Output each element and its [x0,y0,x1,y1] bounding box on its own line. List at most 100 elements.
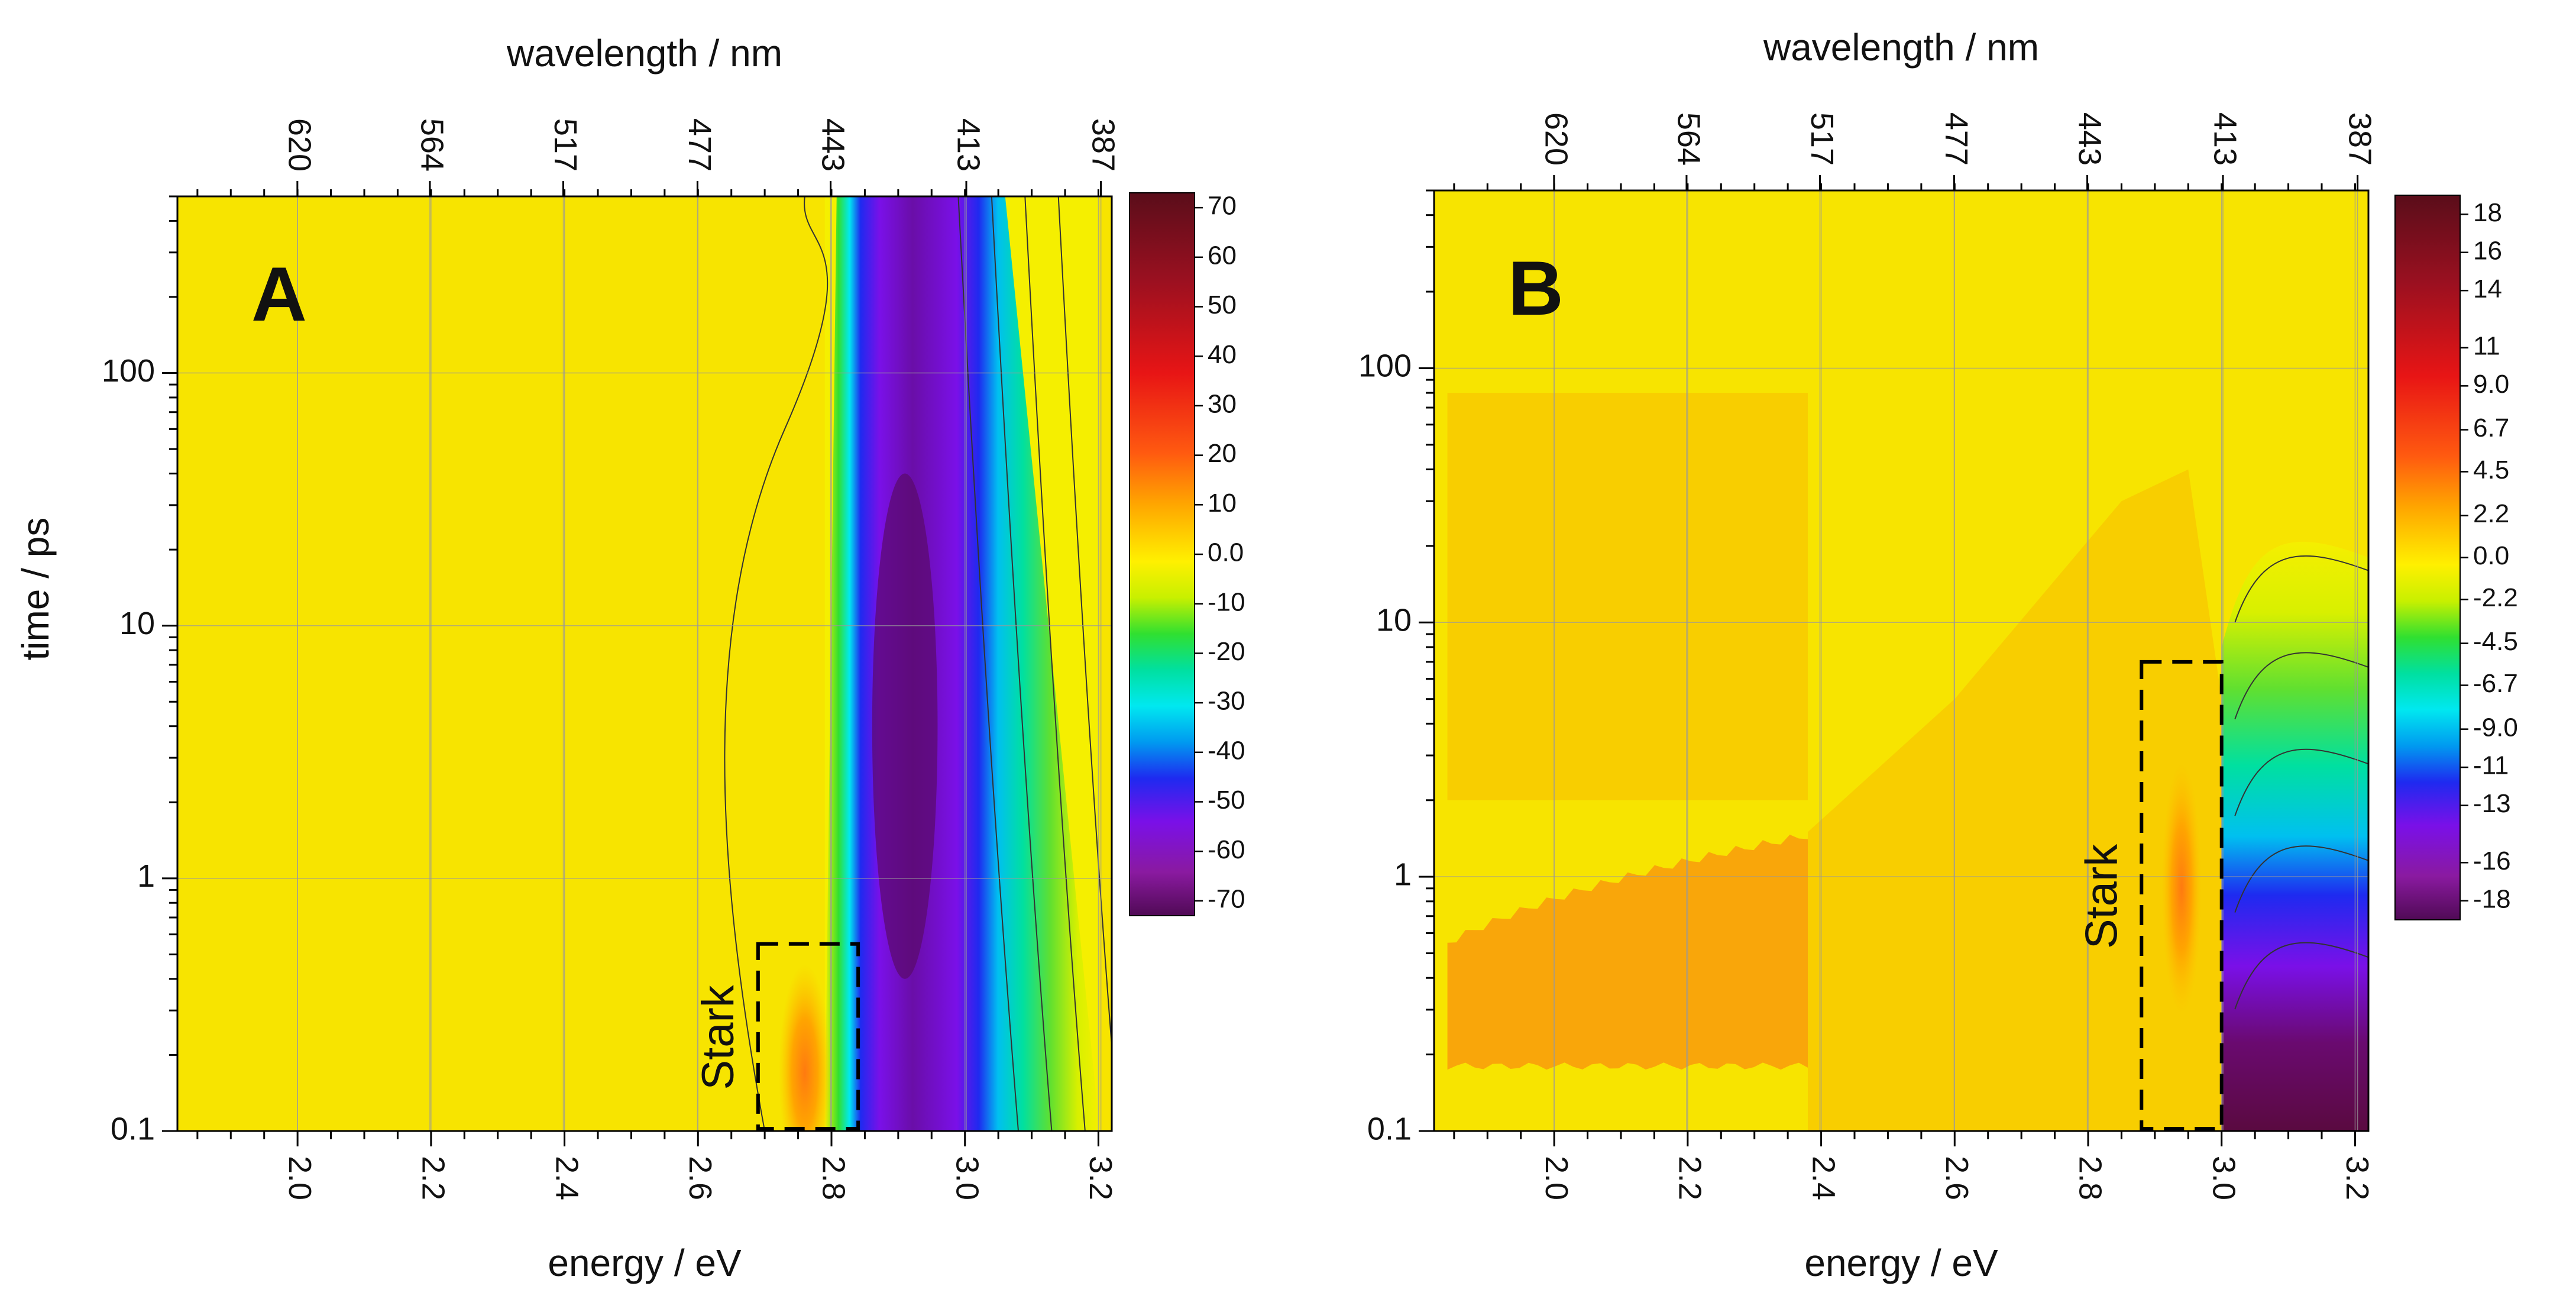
colorbar-label: -70 [1208,885,1245,914]
colorbar-label: 40 [1208,340,1237,369]
top-tick-label: 387 [1085,118,1121,172]
contour-line [1057,196,1112,1055]
colorbar-gradient [1129,192,1195,916]
x-tick-label: 2.8 [2073,1156,2108,1200]
panel-A: 2.0 2.2 2.4 2.6 2.8 3.0 3.2 energy / eV 620 564 51… [14,32,1245,1284]
colorbar-label: 60 [1208,241,1237,270]
colorbar-label: -2.2 [2473,583,2518,612]
colorbar-label: -11 [2473,751,2509,780]
top-tick-label: 387 [2342,112,2377,166]
plot-frame [1433,189,2370,1132]
x-tick-label: 2.6 [682,1156,718,1200]
x-tick-label: 2.2 [416,1156,451,1200]
colorbar-label: -9.0 [2473,713,2518,742]
colorbar-label: 18 [2473,198,2502,227]
stark-feature [2161,762,2202,1014]
colorbar-label: 6.7 [2473,413,2509,442]
heatmap-area [177,196,1112,1131]
colorbar-label: 0.0 [2473,541,2509,570]
x-tick-label: 2.0 [1539,1156,1574,1200]
contour-line [2234,652,2368,720]
colorbar: 18 16 14 11 9.0 6.7 4.5 2.2 0.0 -2.2 -4.5 -6.7 -9.0 -… [2394,195,2518,920]
colorbar-label: -16 [2473,846,2511,875]
top-tick-label: 477 [1939,112,1974,166]
colorbar-label: -30 [1208,687,1245,716]
colorbar-label: -13 [2473,789,2511,818]
top-axis-label: wavelength / nm [1763,26,2039,69]
x-tick-label: 2.4 [1805,1156,1841,1200]
x-tick-label: 2.0 [282,1156,318,1200]
top-tick-label: 517 [548,118,583,172]
y-tick-label: 0.1 [1367,1111,1412,1146]
x-tick-label: 3.2 [1083,1156,1118,1200]
top-axis-label: wavelength / nm [506,32,782,75]
colorbar-label: 14 [2473,274,2502,303]
top-tick-label: 517 [1804,112,1840,166]
stark-box [756,942,860,1130]
top-tick-label: 443 [2072,112,2107,166]
y-tick-label: 100 [1358,348,1412,384]
top-tick-label: 443 [815,118,850,172]
contour-line [1024,196,1086,1131]
stark-box [2140,660,2224,1130]
y-tick-label: 10 [1376,603,1412,638]
contour-line [2234,555,2368,623]
x-tick-label: 2.2 [1672,1156,1708,1200]
x-tick-label: 2.4 [549,1156,584,1200]
plot-frame [176,195,1113,1132]
y-tick-label: 10 [119,606,155,641]
top-tick-label: 564 [1671,112,1707,166]
colorbar-label: -60 [1208,835,1245,864]
stark-label: Stark [2076,844,2127,949]
stark-feature [778,964,831,1131]
colorbar-gradient [2394,195,2461,920]
x-axis-label: energy / eV [1804,1242,1998,1284]
x-axis-label: energy / eV [548,1242,742,1284]
colorbar-label: -6.7 [2473,669,2518,698]
top-tick-label: 413 [2208,112,2243,166]
colorbar-label: 2.2 [2473,499,2509,528]
colorbar-label: -4.5 [2473,627,2518,656]
x-tick-label: 3.2 [2339,1156,2375,1200]
contour-line [991,196,1053,1131]
panel-B: 2.0 2.2 2.4 2.6 2.8 3.0 3.2 energy / eV 620 564 51… [1358,26,2518,1284]
heatmap-area [1434,190,2368,1131]
colorbar-label: -10 [1208,587,1245,616]
x-tick-label: 3.0 [949,1156,985,1200]
contour-line [724,196,829,1131]
x-tick-label: 2.8 [816,1156,852,1200]
colorbar-label: -40 [1208,736,1245,765]
y-tick-label: 100 [102,353,155,389]
panel-letter: B [1508,245,1564,331]
contour-line [2234,845,2368,913]
colorbar-label: 11 [2473,332,2500,361]
bleach-core [872,473,938,979]
bleach-region [2221,541,2368,1131]
colorbar: 70 60 50 40 30 20 10 0.0 -10 -20 -30 -40 -50 -60 -70 [1129,192,1245,916]
y-tick-label: 1 [137,858,155,894]
colorbar-label: 0.0 [1208,538,1244,567]
colorbar-label: -18 [2473,884,2511,913]
colorbar-label: 20 [1208,439,1237,468]
colorbar-label: 30 [1208,390,1237,419]
contour-line [2234,942,2368,1010]
contour-line [2234,748,2368,816]
diffuse-region [1447,393,1808,800]
colorbar-label: 16 [2473,236,2502,265]
top-tick-label: 620 [1539,112,1574,166]
top-tick-label: 413 [951,118,986,172]
panel-letter: A [251,251,307,337]
colorbar-label: -20 [1208,637,1245,666]
colorbar-label: 4.5 [2473,455,2509,484]
top-tick-label: 620 [282,118,318,172]
colorbar-label: 50 [1208,290,1237,319]
top-tick-label: 564 [415,118,450,172]
diffuse-region [1808,469,2222,1131]
x-tick-label: 2.6 [1939,1156,1975,1200]
positive-band [1447,835,1808,1070]
colorbar-label: 10 [1208,489,1237,518]
y-tick-label: 1 [1394,857,1412,892]
colorbar-label: 9.0 [2473,370,2509,399]
colorbar-label: -50 [1208,786,1245,815]
